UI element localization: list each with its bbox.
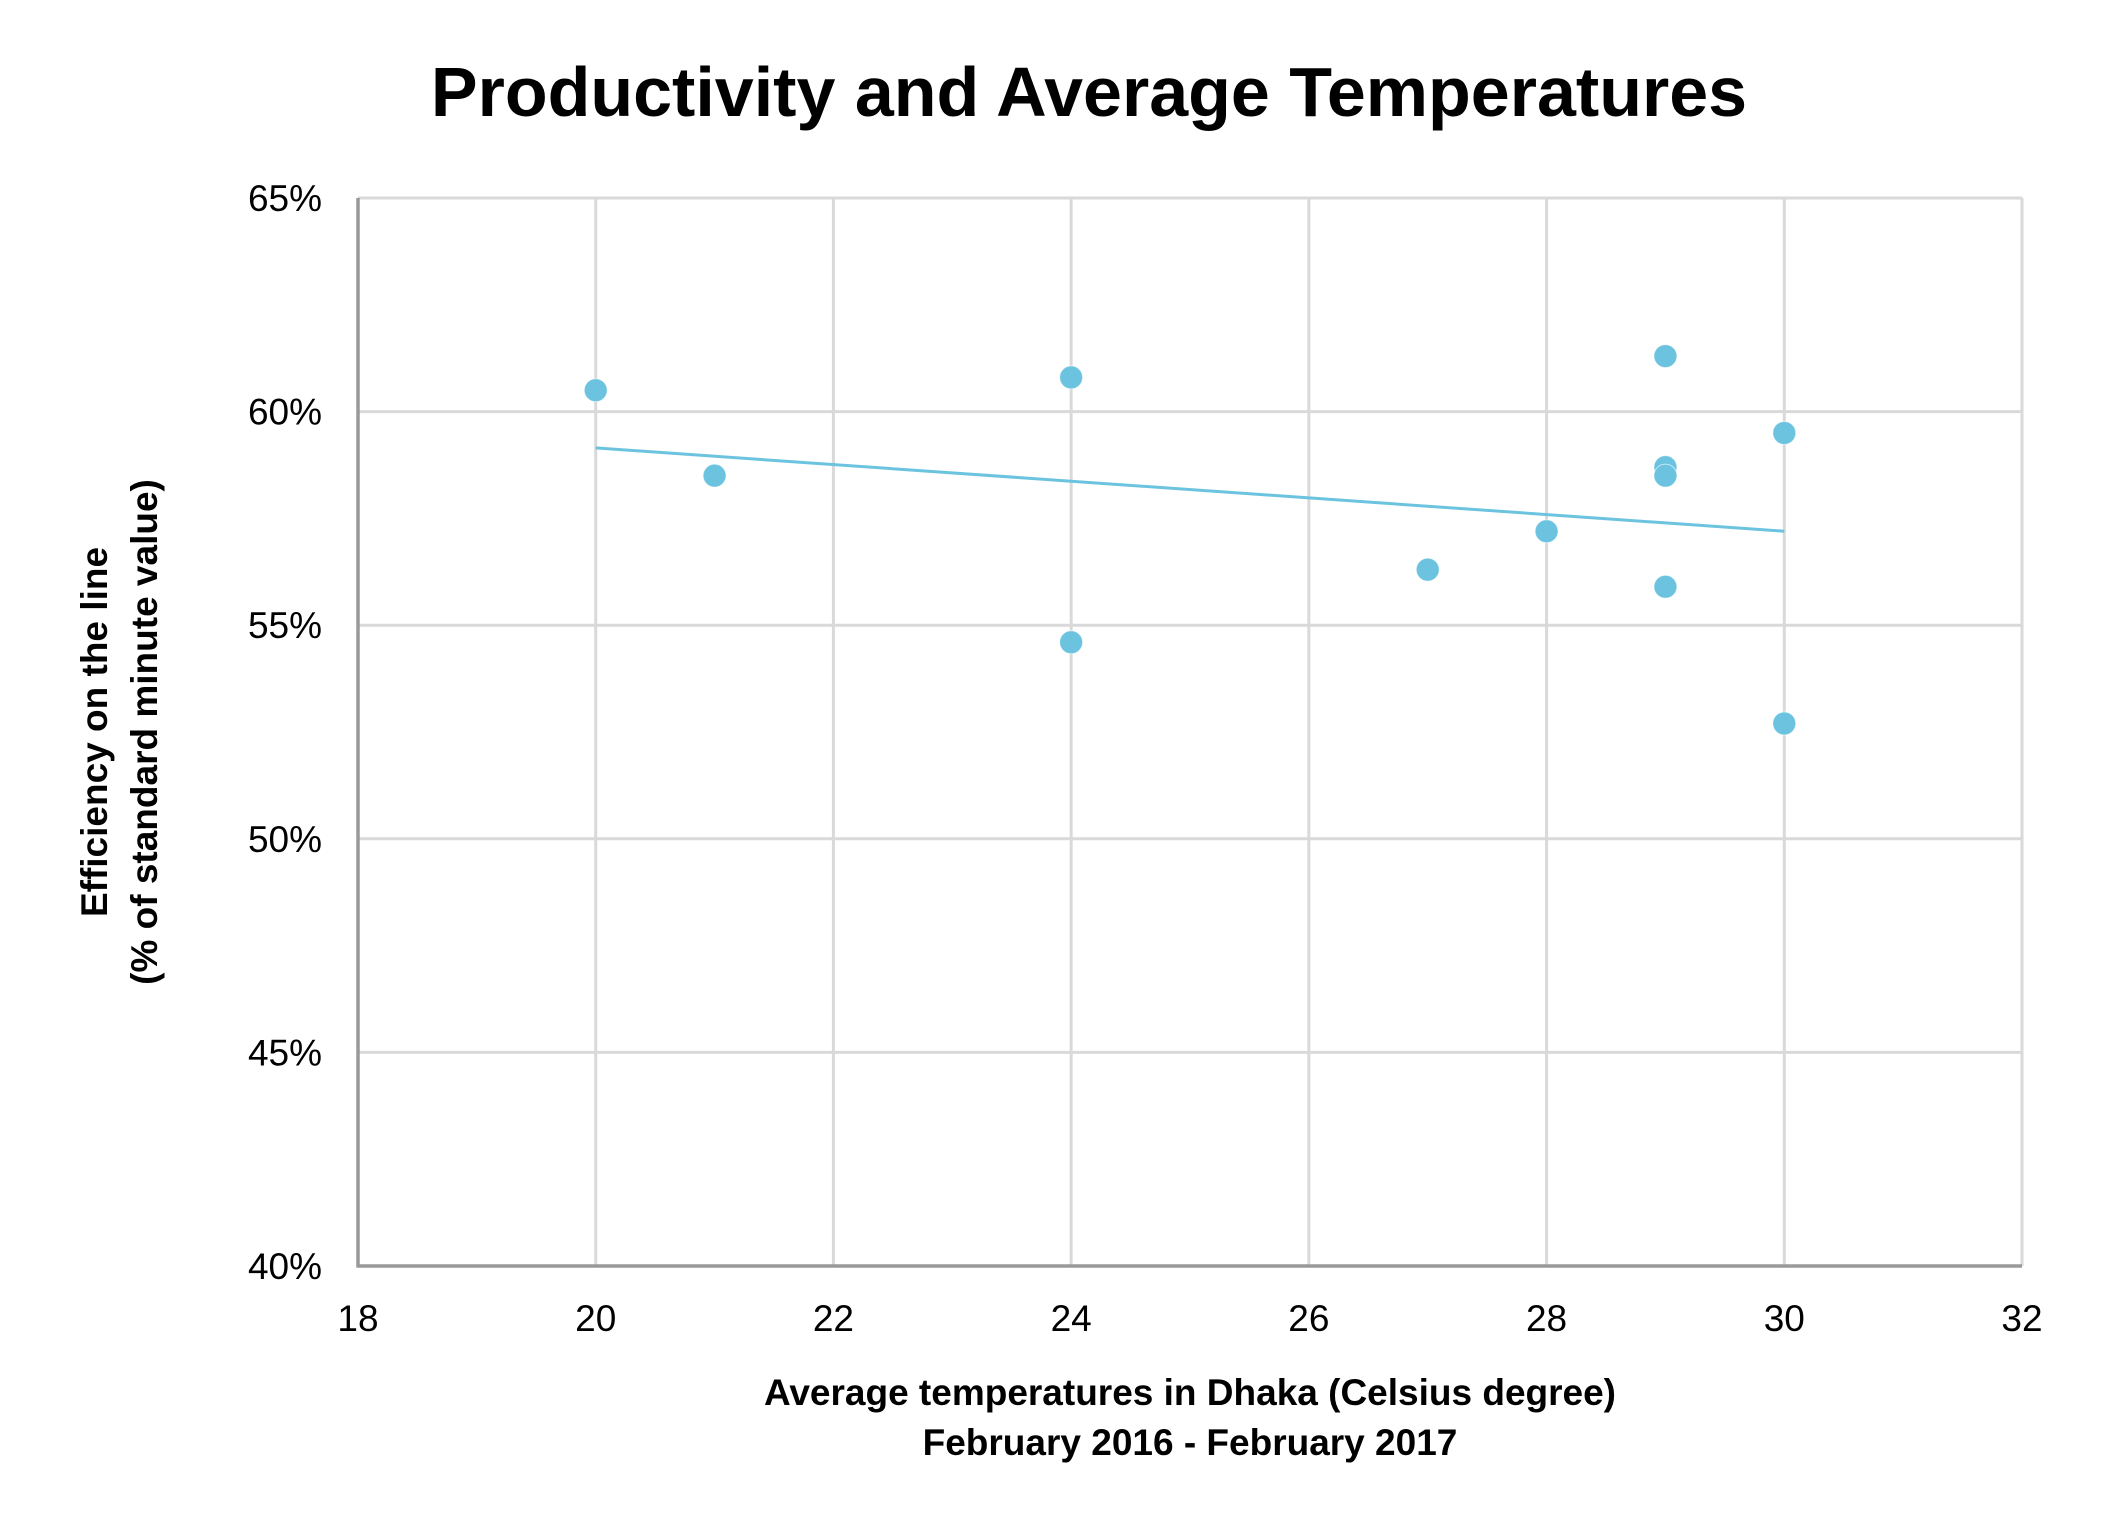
data-point — [1059, 365, 1084, 390]
trendline — [595, 446, 1785, 533]
data-point — [1415, 557, 1440, 582]
x-tick-label: 20 — [575, 1298, 616, 1339]
chart-title: Productivity and Average Temperatures — [430, 53, 1748, 131]
tick-labels: 40% 45% 50% 55% 60% 65% 18 20 22 24 26 28 30 32 — [248, 178, 2043, 1339]
x-tick-label: 32 — [2001, 1298, 2042, 1339]
y-tick-label: 45% — [248, 1032, 322, 1073]
trendline-layer — [595, 446, 1785, 533]
data-point — [1059, 630, 1084, 655]
y-axis-label-line2: (% of standard minute value) — [124, 479, 165, 985]
data-points — [583, 344, 1797, 736]
y-axis-label-line1: Efficiency on the line — [74, 546, 115, 918]
axes — [356, 198, 2022, 1268]
data-point — [1772, 420, 1797, 445]
y-axis-label: Efficiency on the line (% of standard mi… — [70, 479, 170, 985]
data-point — [583, 378, 608, 403]
data-point — [702, 463, 727, 488]
x-axis-label-line1: Average temperatures in Dhaka (Celsius d… — [763, 1372, 1616, 1413]
x-tick-label: 22 — [813, 1298, 854, 1339]
x-tick-label: 24 — [1051, 1298, 1092, 1339]
y-tick-label: 40% — [248, 1246, 322, 1287]
data-point — [1534, 519, 1559, 544]
x-tick-label: 26 — [1288, 1298, 1329, 1339]
data-point — [1653, 344, 1678, 369]
data-point — [1653, 463, 1678, 488]
gridlines — [358, 196, 2024, 1266]
y-tick-label: 50% — [248, 819, 322, 860]
data-point — [1653, 574, 1678, 599]
x-axis-label-line2: February 2016 - February 2017 — [922, 1422, 1458, 1463]
x-tick-label: 28 — [1526, 1298, 1567, 1339]
x-tick-label: 18 — [337, 1298, 378, 1339]
x-tick-label: 30 — [1764, 1298, 1805, 1339]
data-point — [1772, 711, 1797, 736]
y-tick-label: 65% — [248, 178, 322, 219]
y-tick-label: 60% — [248, 392, 322, 433]
y-tick-label: 55% — [248, 605, 322, 646]
